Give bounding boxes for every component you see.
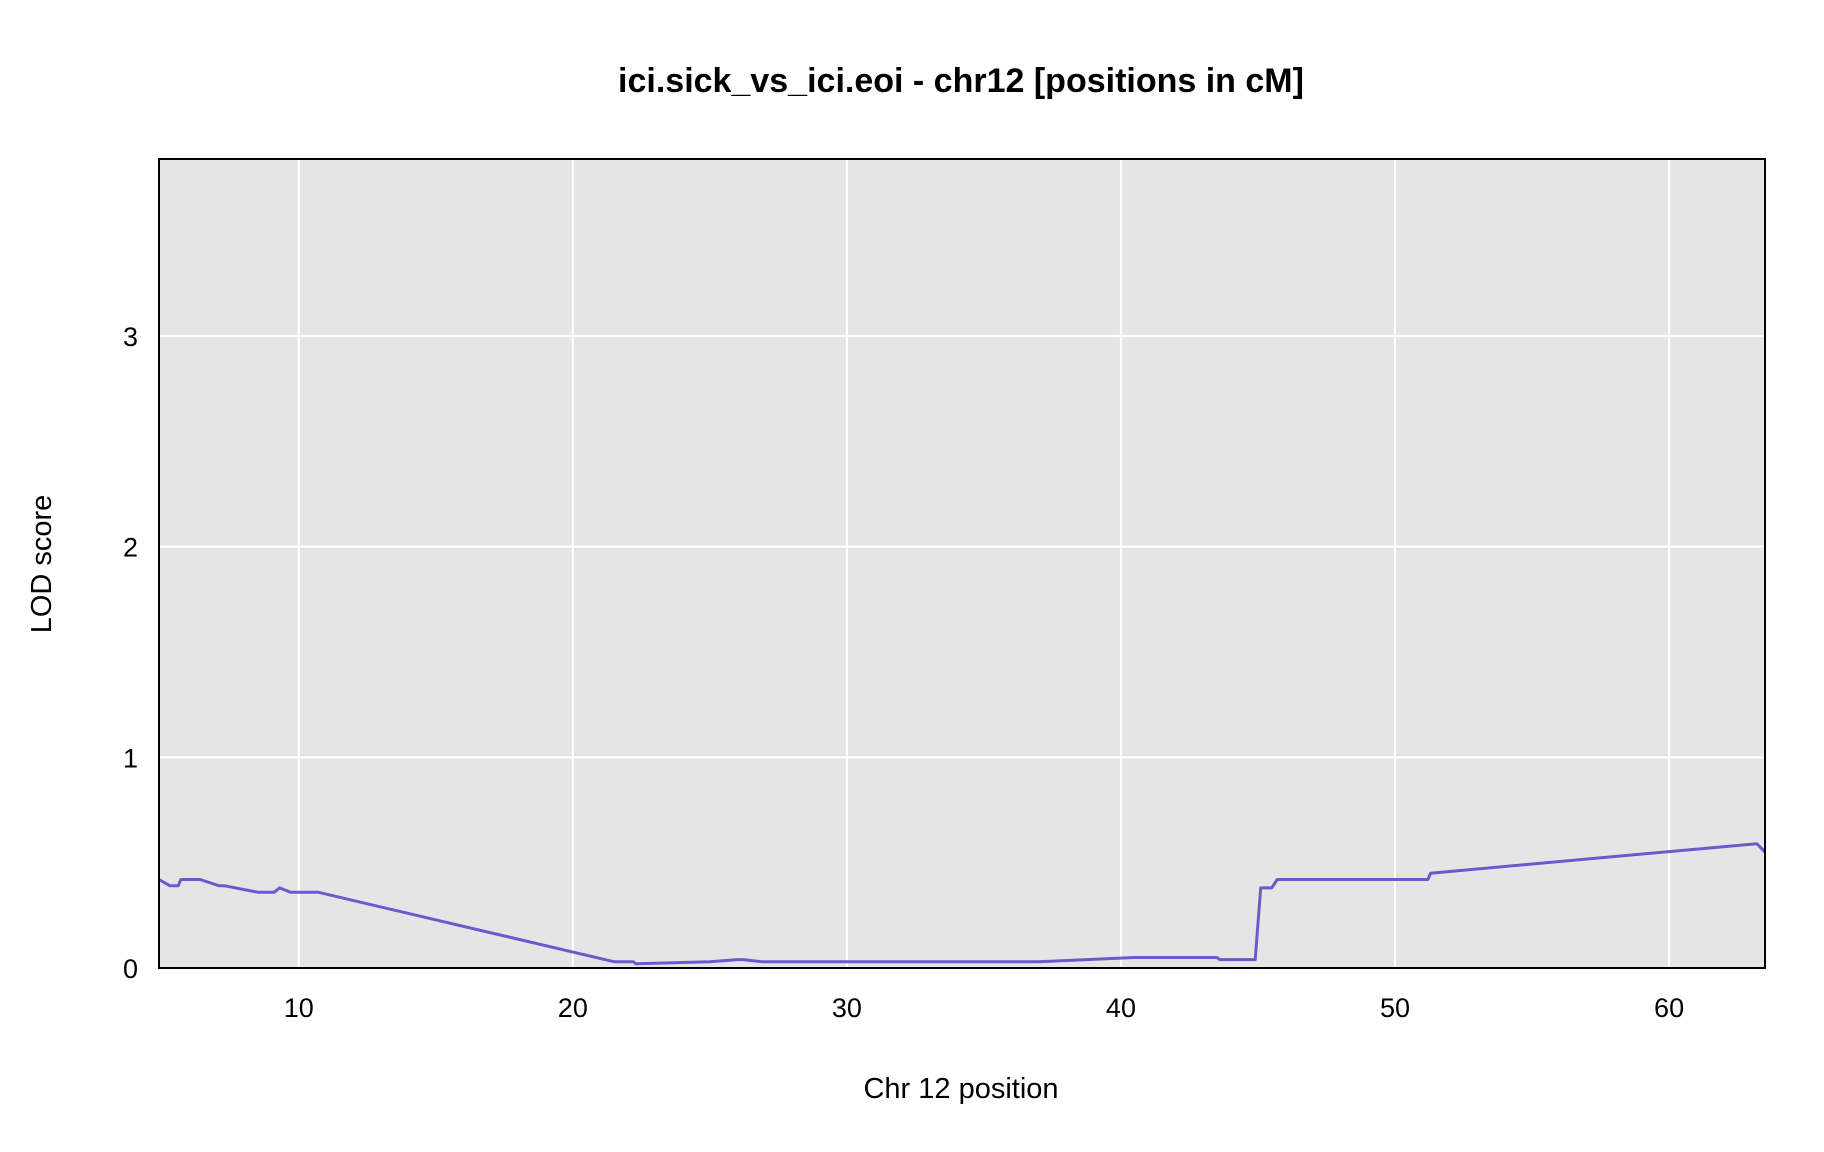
series-line-0 — [158, 842, 1767, 966]
tick-labels: 10 20 30 40 50 60 0 1 2 3 — [123, 322, 1684, 1023]
x-tick-label-30: 30 — [832, 993, 862, 1023]
x-tick-label-40: 40 — [1106, 993, 1136, 1023]
y-tick-label-1: 1 — [123, 743, 138, 773]
plot-background — [159, 159, 1765, 968]
x-tick-label-10: 10 — [284, 993, 314, 1023]
x-axis-label: Chr 12 position — [863, 1073, 1058, 1105]
grid — [159, 159, 1765, 968]
x-tick-label-60: 60 — [1654, 993, 1684, 1023]
y-tick-label-0: 0 — [123, 954, 138, 984]
plot-frame — [158, 158, 1766, 969]
x-tick-label-50: 50 — [1380, 993, 1410, 1023]
y-axis-label: LOD score — [26, 495, 58, 634]
y-tick-label-2: 2 — [123, 533, 138, 563]
x-tick-label-20: 20 — [558, 993, 588, 1023]
chart-title: ici.sick_vs_ici.eoi - chr12 [positions i… — [618, 62, 1304, 100]
y-tick-label-3: 3 — [123, 322, 138, 352]
